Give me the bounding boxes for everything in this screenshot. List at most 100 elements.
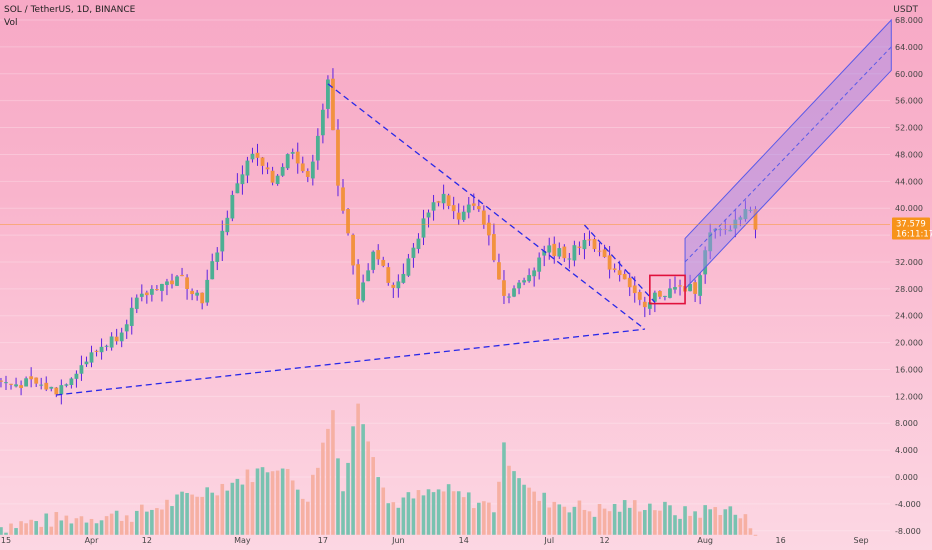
volume-bar xyxy=(542,492,547,535)
volume-bar xyxy=(366,441,370,535)
volume-bar xyxy=(658,510,662,535)
y-tick-label: 24.000 xyxy=(895,312,923,321)
candle-body xyxy=(190,290,195,295)
candle-body xyxy=(547,245,552,253)
x-tick-label: Aug xyxy=(697,536,713,545)
candle-body xyxy=(421,218,426,238)
candle-body xyxy=(371,251,376,270)
candle-body xyxy=(582,239,587,250)
candle-body xyxy=(134,297,139,309)
candle-body xyxy=(542,250,547,256)
candle-body xyxy=(9,383,13,385)
volume-bar xyxy=(265,472,270,535)
volume-bar xyxy=(9,523,13,535)
candle-body xyxy=(160,283,164,291)
candle-body xyxy=(275,175,280,184)
volume-bar xyxy=(527,487,531,535)
x-tick-label: 17 xyxy=(318,536,328,545)
candle-body xyxy=(170,280,174,285)
volume-bar xyxy=(240,484,245,535)
volume-bar xyxy=(29,519,33,535)
candle-body xyxy=(607,255,612,270)
candle-body xyxy=(647,302,652,309)
candle-body xyxy=(129,307,134,326)
y-tick-label: 20.000 xyxy=(895,339,923,348)
candle-body xyxy=(300,163,305,172)
candle-body xyxy=(265,167,270,170)
candle-body xyxy=(451,205,456,212)
candle-body xyxy=(668,288,672,298)
volume-bar xyxy=(270,471,275,535)
volume-bar xyxy=(255,468,260,535)
candle-body xyxy=(4,382,8,384)
candle-body xyxy=(59,385,64,395)
candle-body xyxy=(230,194,235,219)
volume-bar xyxy=(441,491,446,535)
volume-bar xyxy=(753,534,758,536)
volume-bar xyxy=(74,518,79,535)
volume-bar xyxy=(300,498,305,535)
candle-body xyxy=(512,288,516,297)
volume-indicator-label[interactable]: Vol xyxy=(4,18,18,28)
volume-bar xyxy=(94,523,99,535)
volume-bar xyxy=(532,491,536,535)
candle-body xyxy=(356,264,360,299)
candle-body xyxy=(406,258,411,276)
symbol-title[interactable]: SOL / TetherUS, 1D, BINANCE xyxy=(4,5,136,15)
volume-bar xyxy=(290,480,295,535)
candle-body xyxy=(481,210,486,225)
candle-body xyxy=(456,212,461,220)
candle-body xyxy=(537,257,542,272)
volume-bar xyxy=(59,520,64,535)
volume-bar xyxy=(69,523,74,535)
candle-body xyxy=(522,280,526,283)
y-tick-label: 68.000 xyxy=(895,16,923,25)
y-tick-label: 60.000 xyxy=(895,70,923,79)
volume-bar xyxy=(134,510,139,535)
volume-bar xyxy=(587,511,592,535)
volume-bar xyxy=(391,502,396,535)
x-tick-label: Apr xyxy=(85,536,100,545)
volume-bar xyxy=(698,517,702,535)
y-tick-label: 16.000 xyxy=(895,365,923,374)
candle-body xyxy=(572,245,577,261)
candle-body xyxy=(165,281,169,285)
volume-bar xyxy=(582,509,587,535)
candle-body xyxy=(155,289,159,291)
volume-bar xyxy=(109,513,114,535)
candle-body xyxy=(104,345,109,347)
volume-bar xyxy=(280,468,285,535)
candle-body xyxy=(486,222,491,236)
currency-label: USDT xyxy=(893,5,918,15)
price-tag-box xyxy=(892,217,930,240)
candle-body xyxy=(411,247,416,258)
candle-body xyxy=(698,275,703,296)
volume-bar xyxy=(708,509,712,535)
volume-bar xyxy=(567,512,572,535)
candle-body xyxy=(652,292,657,302)
volume-bar xyxy=(145,511,149,535)
volume-bar xyxy=(648,503,652,535)
volume-bar xyxy=(507,465,511,535)
volume-bar xyxy=(617,511,622,535)
candle-body xyxy=(89,352,94,363)
candle-body xyxy=(637,292,642,300)
volume-bar xyxy=(210,492,215,535)
candle-body xyxy=(663,295,667,297)
candle-body xyxy=(310,161,315,179)
volume-bar xyxy=(316,467,320,535)
volume-bar xyxy=(140,504,144,535)
candle-body xyxy=(240,174,245,185)
y-tick-label: 32.000 xyxy=(895,258,923,267)
candle-body xyxy=(79,365,84,374)
candle-body xyxy=(245,160,250,176)
candle-body xyxy=(401,273,406,283)
volume-bar xyxy=(572,506,577,535)
candle-body xyxy=(210,261,215,280)
candle-body xyxy=(99,346,104,353)
volume-bar xyxy=(627,507,632,535)
candle-body xyxy=(94,350,99,352)
volume-bar xyxy=(512,471,516,535)
